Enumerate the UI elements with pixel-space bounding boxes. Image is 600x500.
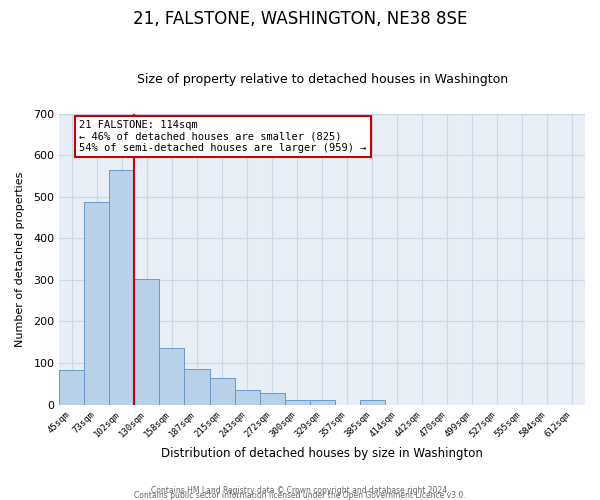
Text: 21, FALSTONE, WASHINGTON, NE38 8SE: 21, FALSTONE, WASHINGTON, NE38 8SE: [133, 10, 467, 28]
X-axis label: Distribution of detached houses by size in Washington: Distribution of detached houses by size …: [161, 447, 483, 460]
Text: Contains HM Land Registry data © Crown copyright and database right 2024.: Contains HM Land Registry data © Crown c…: [151, 486, 449, 495]
Bar: [235, 390, 260, 404]
Title: Size of property relative to detached houses in Washington: Size of property relative to detached ho…: [137, 73, 508, 86]
Bar: [134, 279, 160, 404]
Bar: [360, 400, 385, 404]
Bar: [59, 370, 85, 404]
Bar: [85, 202, 109, 404]
Bar: [109, 170, 134, 404]
Y-axis label: Number of detached properties: Number of detached properties: [15, 172, 25, 347]
Text: 21 FALSTONE: 114sqm
← 46% of detached houses are smaller (825)
54% of semi-detac: 21 FALSTONE: 114sqm ← 46% of detached ho…: [79, 120, 367, 153]
Bar: [284, 400, 310, 404]
Bar: [209, 378, 235, 404]
Bar: [160, 348, 184, 405]
Bar: [184, 370, 209, 404]
Bar: [310, 400, 335, 404]
Bar: [260, 392, 284, 404]
Text: Contains public sector information licensed under the Open Government Licence v3: Contains public sector information licen…: [134, 491, 466, 500]
